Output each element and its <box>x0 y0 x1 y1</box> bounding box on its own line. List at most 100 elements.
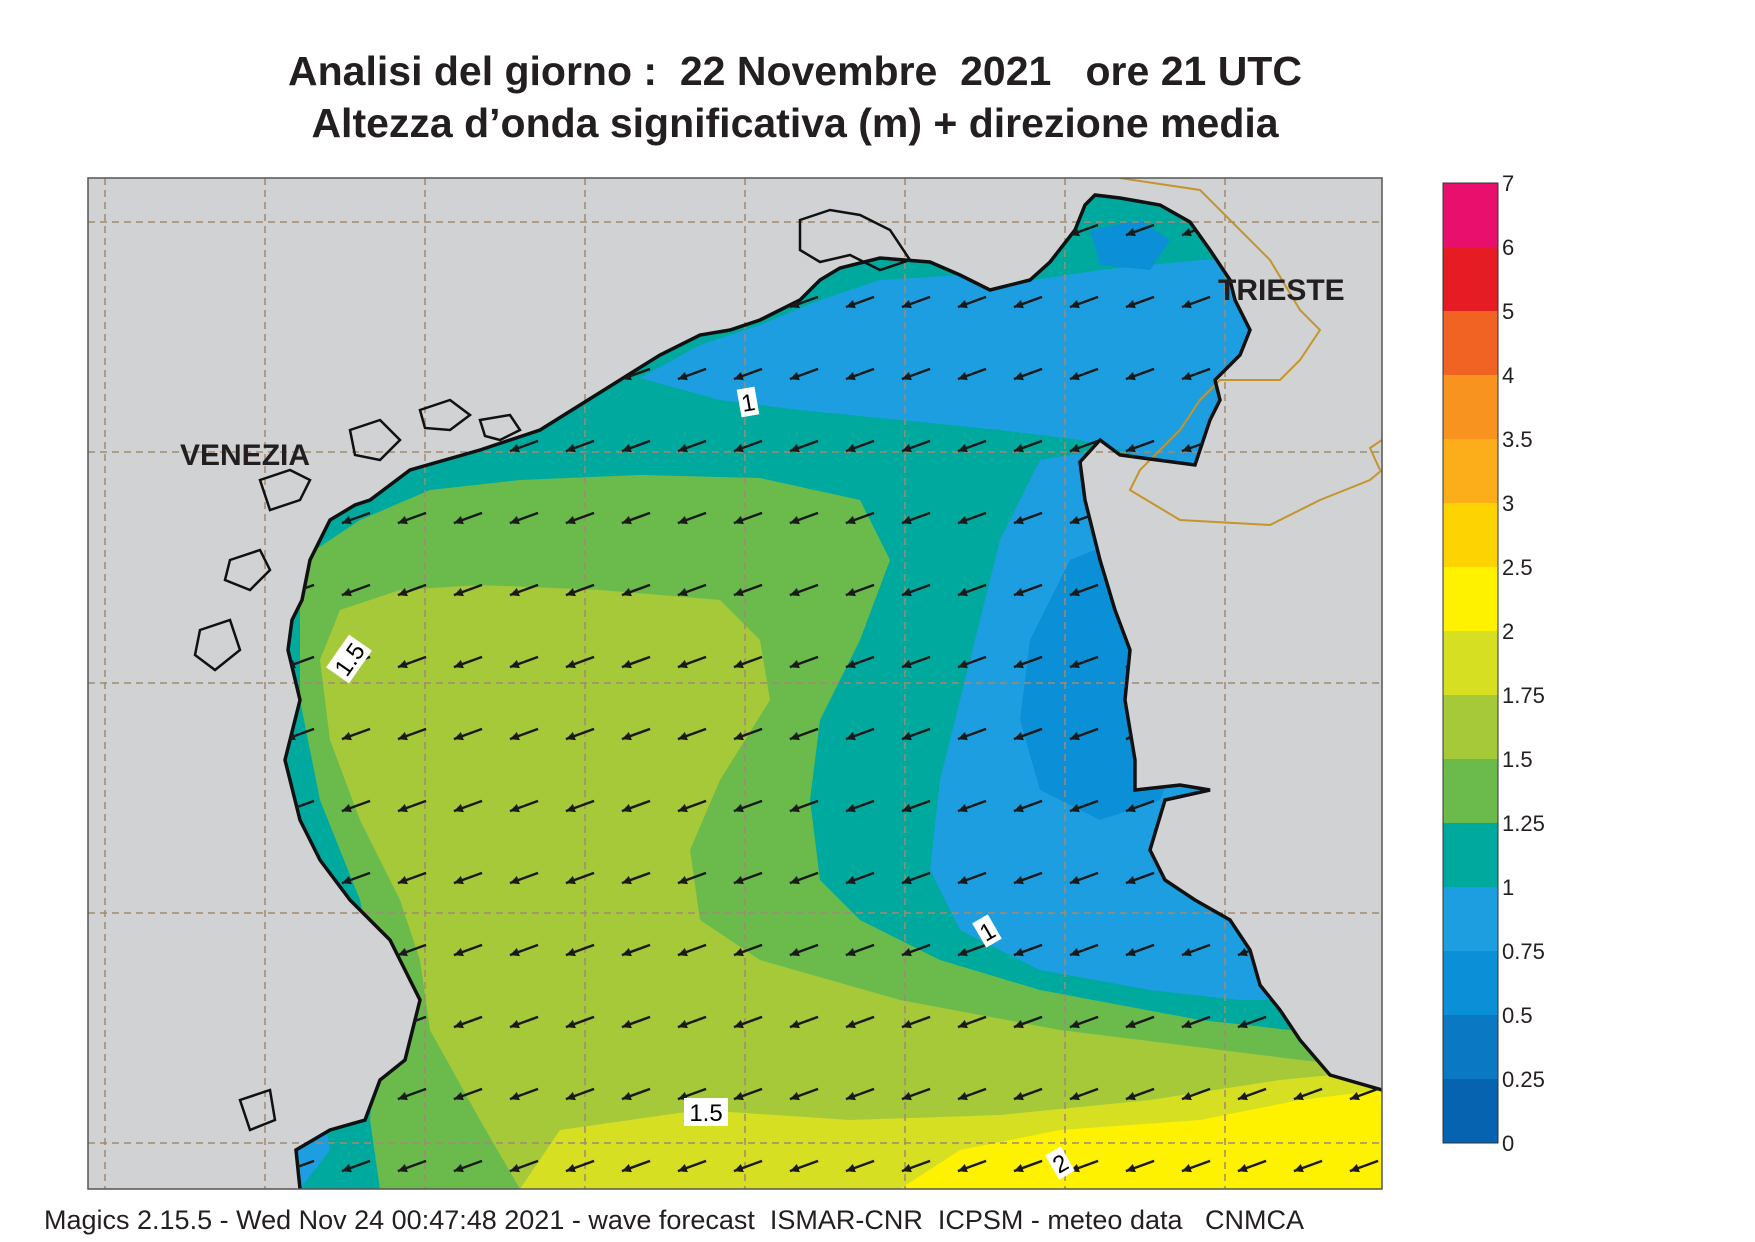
direction-arrow-head <box>1069 1019 1080 1029</box>
direction-arrow-head <box>845 515 856 525</box>
direction-arrow-head <box>1013 587 1024 597</box>
city-label-venezia: VENEZIA <box>180 439 310 472</box>
direction-arrow-head <box>901 299 912 309</box>
direction-arrow-head <box>733 443 744 453</box>
direction-arrow-head <box>677 515 688 525</box>
direction-arrow-head <box>789 587 800 597</box>
map-subtitle: Altezza d’onda significativa (m) + direz… <box>311 100 1279 146</box>
direction-arrow-head <box>453 1019 464 1029</box>
direction-arrow-head <box>789 947 800 957</box>
direction-arrow-head <box>565 443 576 453</box>
direction-arrow-head <box>789 1019 800 1029</box>
direction-arrow-head <box>789 803 800 813</box>
direction-arrow-head <box>621 1163 632 1173</box>
direction-arrow-head <box>845 731 856 741</box>
direction-arrow-head <box>509 1163 520 1173</box>
direction-arrow-head <box>1013 947 1024 957</box>
direction-arrow-head <box>621 515 632 525</box>
direction-arrow-head <box>1125 299 1136 309</box>
direction-arrow-head <box>1069 587 1080 597</box>
direction-arrow-head <box>621 731 632 741</box>
direction-arrow-head <box>677 659 688 669</box>
direction-arrow-head <box>1181 1163 1192 1173</box>
direction-arrow-head <box>509 731 520 741</box>
colorbar-swatch <box>1443 951 1498 1015</box>
colorbar-label: 6 <box>1502 235 1514 260</box>
direction-arrow-head <box>1125 947 1136 957</box>
direction-arrow-head <box>1125 1019 1136 1029</box>
direction-arrow-head <box>957 1019 968 1029</box>
direction-arrow-head <box>789 515 800 525</box>
direction-arrow-head <box>621 803 632 813</box>
colorbar-label: 5 <box>1502 299 1514 324</box>
direction-arrow-head <box>509 803 520 813</box>
direction-arrow-head <box>397 731 408 741</box>
map-title: Analisi del giorno : 22 Novembre 2021 or… <box>288 48 1302 94</box>
direction-arrow-head <box>677 1019 688 1029</box>
direction-arrow-head <box>453 875 464 885</box>
colorbar-swatch <box>1443 631 1498 695</box>
direction-arrow-head <box>1349 1163 1360 1173</box>
colorbar-swatch <box>1443 183 1498 247</box>
direction-arrow-head <box>677 875 688 885</box>
direction-arrow-head <box>1125 371 1136 381</box>
colorbar-swatch <box>1443 311 1498 375</box>
direction-arrow-head <box>621 1019 632 1029</box>
direction-arrow-head <box>453 659 464 669</box>
direction-arrow-head <box>453 587 464 597</box>
direction-arrow-head <box>1181 443 1192 453</box>
direction-arrow-head <box>1125 443 1136 453</box>
direction-arrow-head <box>901 659 912 669</box>
direction-arrow-head <box>733 875 744 885</box>
direction-arrow-head <box>1013 731 1024 741</box>
direction-arrow-head <box>789 299 800 309</box>
direction-arrow-head <box>1069 443 1080 453</box>
direction-arrow-head <box>901 803 912 813</box>
direction-arrow-head <box>677 947 688 957</box>
direction-arrow-head <box>845 371 856 381</box>
direction-arrow-head <box>621 875 632 885</box>
direction-arrow-head <box>1237 947 1248 957</box>
direction-arrow-head <box>901 1019 912 1029</box>
direction-arrow-head <box>789 443 800 453</box>
direction-arrow-head <box>453 947 464 957</box>
direction-arrow-head <box>789 371 800 381</box>
direction-arrow-head <box>677 803 688 813</box>
direction-arrow-head <box>453 1091 464 1101</box>
direction-arrow-head <box>677 1163 688 1173</box>
direction-arrow-head <box>397 587 408 597</box>
coastline <box>283 193 1382 1189</box>
direction-arrow-head <box>565 1163 576 1173</box>
direction-arrow-head <box>621 1091 632 1101</box>
direction-arrow-head <box>901 371 912 381</box>
direction-arrow-head <box>397 1091 408 1101</box>
colorbar-label: 7 <box>1502 171 1514 196</box>
direction-arrow-head <box>789 875 800 885</box>
direction-arrow-head <box>677 587 688 597</box>
direction-arrow-head <box>453 1163 464 1173</box>
direction-arrow-head <box>1125 803 1136 813</box>
direction-arrow-head <box>621 947 632 957</box>
direction-arrow-head <box>1069 1091 1080 1101</box>
direction-arrow-head <box>1069 803 1080 813</box>
direction-arrow-head <box>621 659 632 669</box>
direction-arrow-head <box>1237 1163 1248 1173</box>
direction-arrow-head <box>733 1163 744 1173</box>
colorbar-label: 1.5 <box>1502 747 1533 772</box>
colorbar-label: 1.25 <box>1502 811 1545 836</box>
direction-arrow-head <box>453 515 464 525</box>
direction-arrow-head <box>1181 947 1192 957</box>
direction-arrow-head <box>509 947 520 957</box>
direction-arrow-head <box>789 731 800 741</box>
colorbar-swatch <box>1443 1015 1498 1079</box>
direction-arrow-head <box>845 1091 856 1101</box>
direction-arrow-head <box>397 1163 408 1173</box>
direction-arrow-head <box>733 803 744 813</box>
direction-arrow-head <box>845 1163 856 1173</box>
direction-arrow-head <box>1013 659 1024 669</box>
direction-arrow-head <box>509 1019 520 1029</box>
direction-arrow-head <box>1125 1091 1136 1101</box>
direction-arrow-head <box>1125 227 1136 237</box>
colorbar-swatch <box>1443 1079 1498 1143</box>
colorbar-swatch <box>1443 375 1498 439</box>
